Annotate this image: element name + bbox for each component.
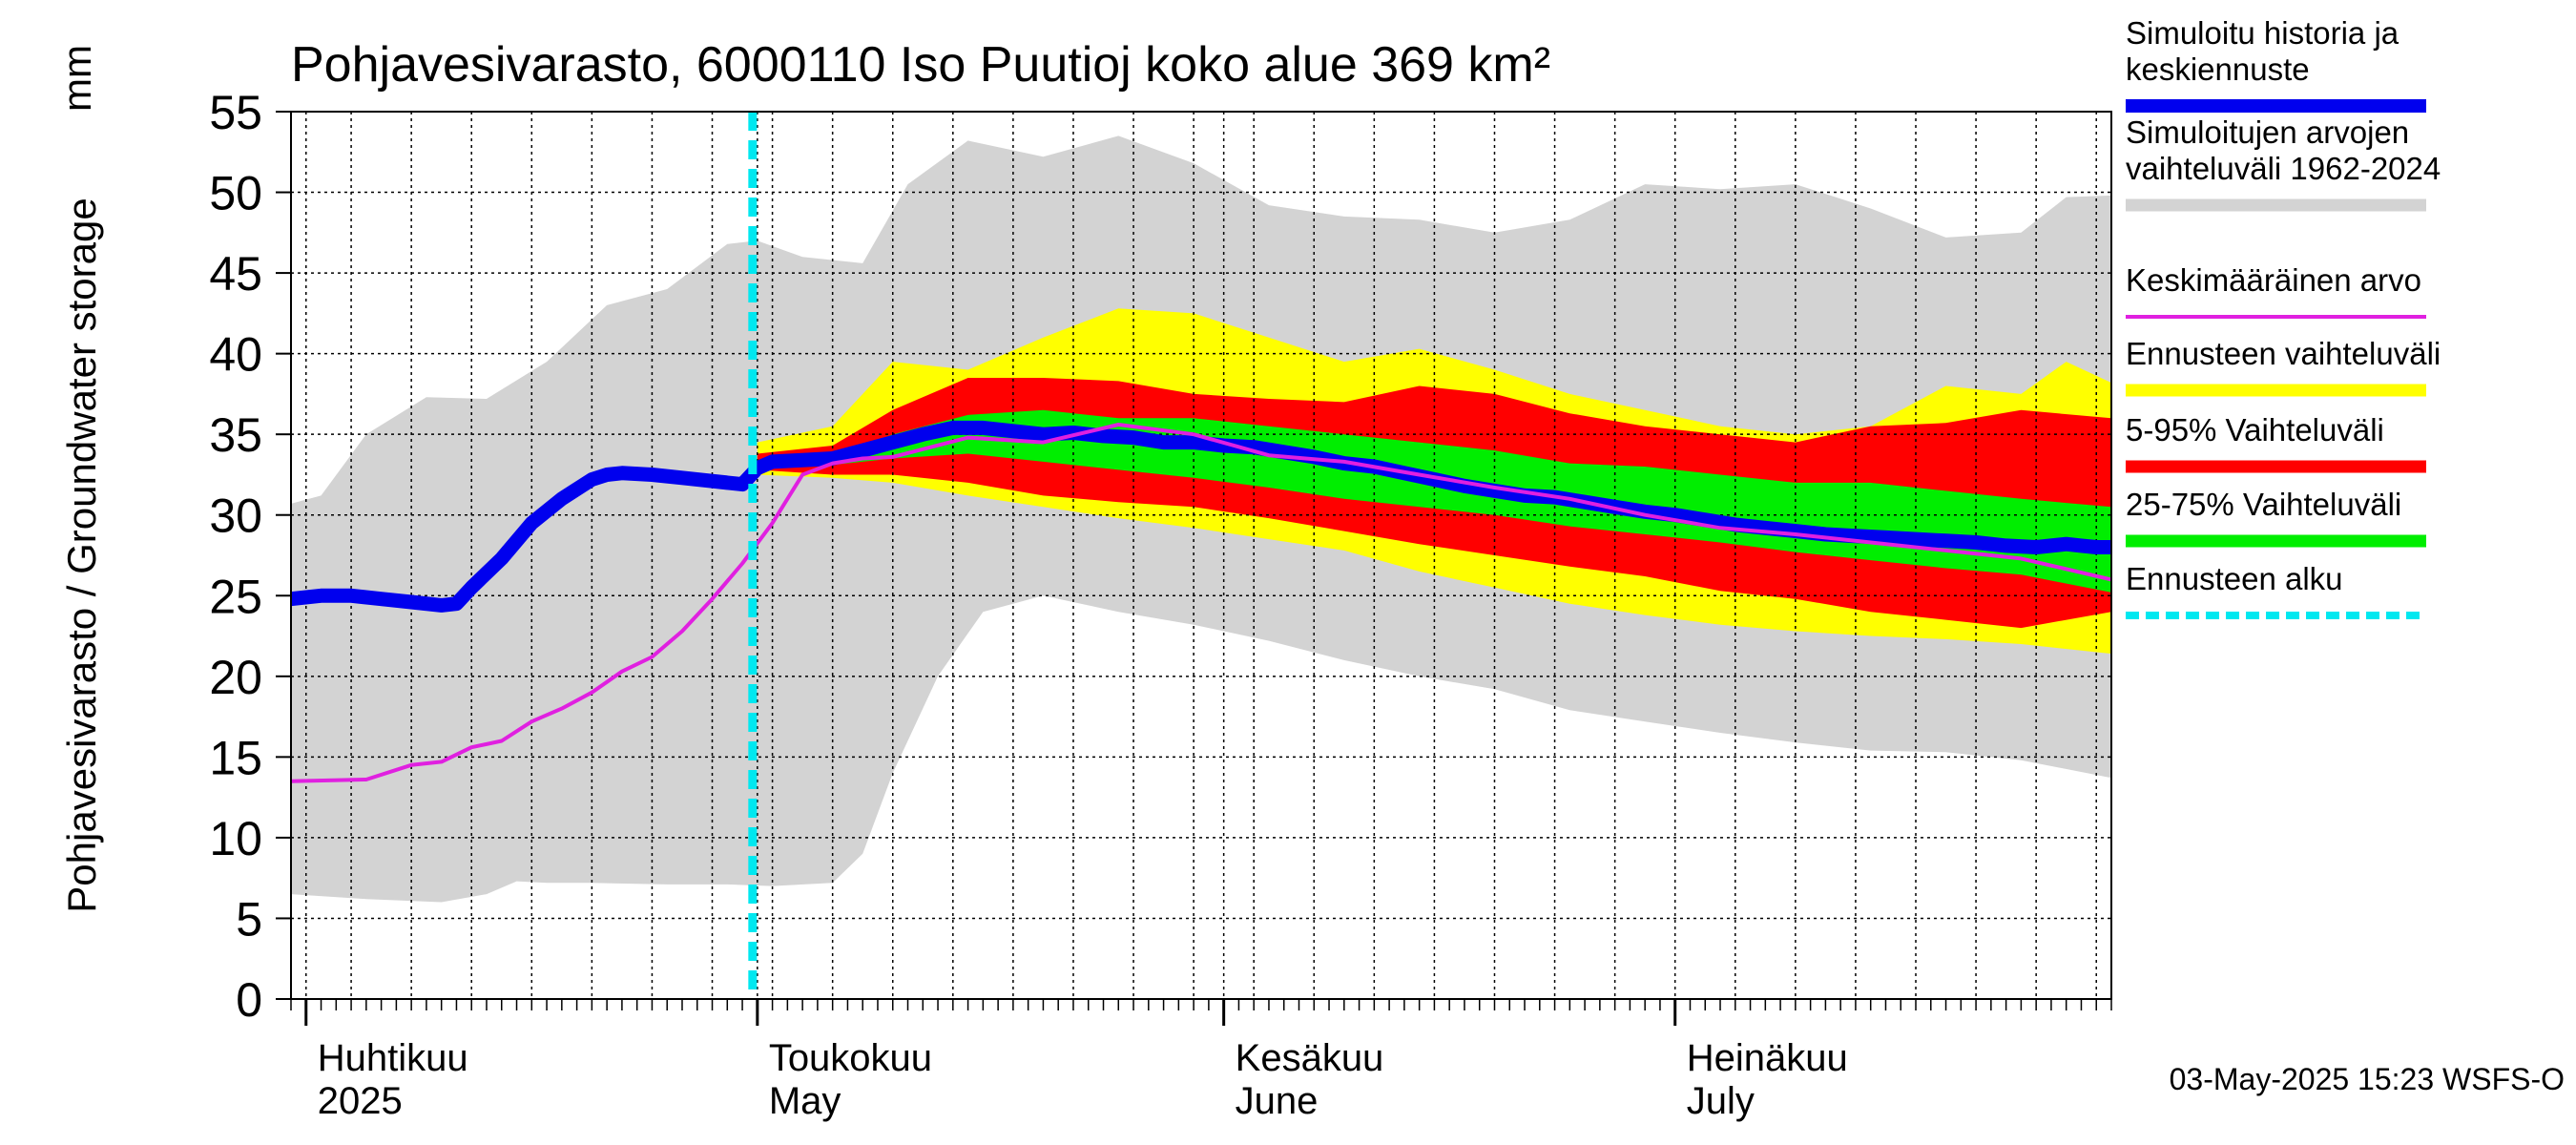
legend-label: 25-75% Vaihteluväli <box>2126 487 2401 522</box>
x-month-label: Toukokuu <box>769 1037 932 1079</box>
mean-line <box>291 423 2111 783</box>
chart-title: Pohjavesivarasto, 6000110 Iso Puutioj ko… <box>291 37 1550 93</box>
legend-item-forecast_start: Ennusteen alku <box>2126 561 2426 619</box>
legend-label: vaihteluväli 1962-2024 <box>2126 151 2441 186</box>
y-axis-label: Pohjavesivarasto / Groundwater storage <box>59 198 104 912</box>
x-month-label: Kesäkuu <box>1236 1037 1384 1079</box>
y-tick-label: 55 <box>209 86 262 139</box>
grid <box>291 112 2111 999</box>
legend-label: 5-95% Vaihteluväli <box>2126 412 2384 448</box>
y-tick-label: 50 <box>209 167 262 220</box>
legend-label: keskiennuste <box>2126 52 2310 87</box>
y-tick-label: 45 <box>209 247 262 301</box>
y-tick-label: 25 <box>209 570 262 623</box>
y-tick-label: 15 <box>209 731 262 784</box>
x-month-label: Heinäkuu <box>1687 1037 1848 1079</box>
legend-item-p5_95: 5-95% Vaihteluväli <box>2126 412 2426 473</box>
timestamp: 03-May-2025 15:23 WSFS-O <box>2170 1062 2565 1096</box>
legend-label: Simuloitu historia ja <box>2126 15 2399 51</box>
y-tick-label: 35 <box>209 408 262 462</box>
y-tick-label: 20 <box>209 651 262 704</box>
y-axis-unit: mm <box>54 45 99 112</box>
y-tick-label: 10 <box>209 812 262 865</box>
legend-item-p25_75: 25-75% Vaihteluväli <box>2126 487 2426 548</box>
x-month-sublabel: 2025 <box>318 1080 403 1122</box>
plot-frame <box>290 111 2112 1000</box>
legend-label: Keskimääräinen arvo <box>2126 262 2421 298</box>
y-tick-label: 30 <box>209 489 262 543</box>
legend-item-forecast_range: Ennusteen vaihteluväli <box>2126 336 2441 397</box>
x-month-sublabel: June <box>1236 1080 1319 1122</box>
legend: Simuloitu historia jakeskiennusteSimuloi… <box>2126 15 2441 619</box>
legend-label: Ennusteen vaihteluväli <box>2126 336 2441 371</box>
y-tick-label: 40 <box>209 328 262 382</box>
y-tick-label: 5 <box>236 892 262 946</box>
legend-label: Simuloitujen arvojen <box>2126 114 2409 150</box>
x-month-sublabel: July <box>1687 1080 1755 1122</box>
x-month-label: Huhtikuu <box>318 1037 468 1079</box>
y-axis: 0 5 10 15 20 25 30 35 40 45 50 55 <box>209 86 291 1027</box>
legend-item-mean: Keskimääräinen arvo <box>2126 262 2426 319</box>
y-tick-label: 0 <box>236 973 262 1027</box>
plot-area <box>291 112 2111 999</box>
legend-label: Ennusteen alku <box>2126 561 2343 596</box>
x-month-sublabel: May <box>769 1080 841 1122</box>
simulated-median-line <box>291 420 2111 613</box>
